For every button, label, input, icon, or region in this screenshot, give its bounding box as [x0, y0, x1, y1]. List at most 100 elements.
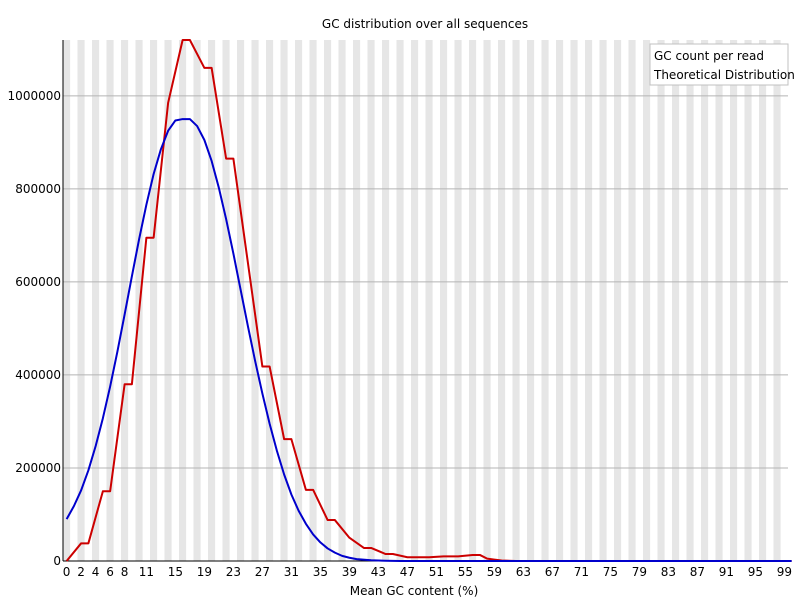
- background-band: [324, 40, 332, 561]
- background-band: [664, 40, 672, 561]
- background-band: [150, 40, 158, 561]
- y-tick-label: 1000000: [8, 89, 61, 103]
- background-band: [200, 40, 208, 561]
- background-bands: [63, 40, 788, 561]
- background-band: [411, 40, 419, 561]
- background-band: [650, 40, 658, 561]
- background-band: [266, 40, 274, 561]
- x-tick-label: 63: [516, 565, 531, 579]
- background-band: [99, 40, 107, 561]
- x-tick-labels: 0 2 4 6 8 11 15 19 23 27 31 35 39 43 47 51 55 59 63 67 71 75 7…: [63, 565, 792, 579]
- y-tick-label: 400000: [15, 368, 61, 382]
- background-band: [454, 40, 462, 561]
- x-tick-label: 75: [603, 565, 618, 579]
- x-tick-label: 91: [719, 565, 734, 579]
- background-band: [258, 40, 266, 561]
- background-band: [295, 40, 303, 561]
- background-band: [186, 40, 194, 561]
- background-band: [534, 40, 542, 561]
- background-band: [374, 40, 382, 561]
- x-tick-label: 11: [139, 565, 154, 579]
- background-band: [389, 40, 397, 561]
- x-tick-label: 23: [226, 565, 241, 579]
- background-band: [570, 40, 578, 561]
- background-band: [367, 40, 375, 561]
- background-band: [548, 40, 556, 561]
- x-tick-label: 6: [106, 565, 114, 579]
- background-band: [447, 40, 455, 561]
- x-tick-label: 55: [458, 565, 473, 579]
- legend-entry-gc-count: GC count per read: [654, 49, 764, 63]
- background-band: [679, 40, 687, 561]
- y-tick-label: 200000: [15, 461, 61, 475]
- x-tick-label: 39: [342, 565, 357, 579]
- background-band: [461, 40, 469, 561]
- background-band: [512, 40, 520, 561]
- y-tick-label: 800000: [15, 182, 61, 196]
- x-tick-label: 47: [400, 565, 415, 579]
- background-band: [251, 40, 259, 561]
- background-band: [287, 40, 295, 561]
- background-band: [222, 40, 230, 561]
- background-band: [425, 40, 433, 561]
- x-tick-label: 2: [77, 565, 85, 579]
- background-band: [527, 40, 535, 561]
- background-band: [715, 40, 723, 561]
- x-tick-label: 83: [661, 565, 676, 579]
- x-tick-label: 31: [284, 565, 299, 579]
- background-band: [128, 40, 136, 561]
- background-band: [643, 40, 651, 561]
- background-band: [106, 40, 114, 561]
- background-band: [498, 40, 506, 561]
- legend: GC count per read Theoretical Distributi…: [649, 43, 795, 86]
- x-axis-label: Mean GC content (%): [350, 584, 479, 598]
- x-tick-label: 35: [313, 565, 328, 579]
- background-band: [338, 40, 346, 561]
- background-band: [208, 40, 216, 561]
- background-band: [403, 40, 411, 561]
- background-band: [556, 40, 564, 561]
- background-band: [657, 40, 665, 561]
- background-band: [77, 40, 85, 561]
- background-band: [751, 40, 759, 561]
- background-band: [744, 40, 752, 561]
- background-band: [614, 40, 622, 561]
- background-band: [585, 40, 593, 561]
- background-band: [331, 40, 339, 561]
- background-band: [773, 40, 781, 561]
- background-band: [396, 40, 404, 561]
- x-tick-label: 71: [574, 565, 589, 579]
- series-lines: [65, 39, 792, 562]
- background-band: [730, 40, 738, 561]
- x-tick-label: 43: [371, 565, 386, 579]
- background-band: [142, 40, 150, 561]
- background-band: [606, 40, 614, 561]
- background-band: [483, 40, 491, 561]
- background-band: [84, 40, 92, 561]
- background-band: [193, 40, 201, 561]
- background-band: [722, 40, 730, 561]
- background-band: [759, 40, 767, 561]
- background-band: [179, 40, 187, 561]
- background-band: [113, 40, 121, 561]
- background-band: [635, 40, 643, 561]
- series-line-theoretical: [65, 118, 792, 562]
- background-band: [708, 40, 716, 561]
- x-tick-label: 4: [92, 565, 100, 579]
- x-tick-label: 59: [487, 565, 502, 579]
- background-band: [505, 40, 513, 561]
- background-band: [599, 40, 607, 561]
- background-band: [693, 40, 701, 561]
- background-band: [628, 40, 636, 561]
- background-band: [780, 40, 788, 561]
- x-tick-label: 99: [777, 565, 792, 579]
- horizontal-gridlines: [63, 95, 788, 469]
- legend-entry-theoretical: Theoretical Distribution: [653, 68, 795, 82]
- background-band: [577, 40, 585, 561]
- background-band: [360, 40, 368, 561]
- background-band: [541, 40, 549, 561]
- background-band: [157, 40, 165, 561]
- x-tick-label: 87: [690, 565, 705, 579]
